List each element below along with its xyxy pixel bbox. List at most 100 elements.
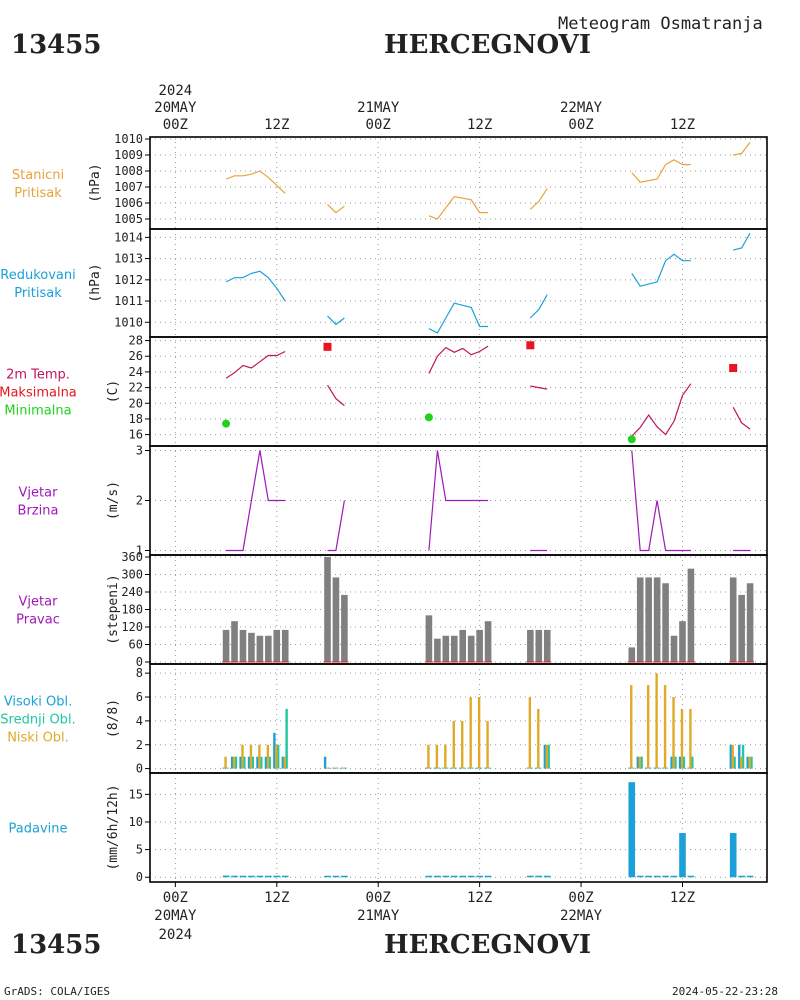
station-name-bottom: HERCEGNOVI (384, 930, 591, 960)
direction-bar (459, 629, 467, 662)
y-tick-label: 1 (136, 544, 143, 558)
cloud-bar (452, 720, 455, 769)
y-tick-label: 6 (136, 690, 143, 704)
direction-bar (341, 594, 348, 662)
y-tick-label: 10 (129, 815, 143, 829)
direction-bar (535, 629, 543, 662)
y-tick-label: 8 (136, 666, 143, 680)
series-line (326, 384, 345, 407)
y-axis-label: (hPa) (88, 163, 103, 202)
cloud-bar (674, 756, 677, 769)
station-id-bottom: 13455 (11, 930, 102, 960)
cloud-bar (741, 744, 745, 769)
cloud-bar (530, 767, 533, 769)
cloud-bar (543, 744, 547, 769)
series-line (631, 159, 691, 183)
cloud-bar (739, 756, 743, 769)
time-tick-label: 12Z (670, 117, 695, 133)
cloud-bar (640, 756, 643, 769)
max-temp-marker (526, 341, 535, 350)
cloud-bar (344, 767, 347, 769)
y-tick-label: 1005 (114, 212, 143, 226)
cloud-bar (636, 756, 640, 769)
precip-bar (248, 875, 255, 878)
precip-bar (662, 875, 669, 878)
series-line (327, 204, 345, 214)
cloud-bar (488, 767, 491, 769)
cloud-bar (526, 767, 530, 769)
time-year-label: 2024 (158, 83, 192, 99)
precip-bar (273, 875, 281, 878)
series-line (225, 170, 286, 194)
cloud-bar (239, 756, 242, 769)
direction-bar (484, 621, 492, 662)
series-line (631, 383, 692, 437)
y-tick-label: 20 (129, 396, 143, 410)
cloud-bar (433, 767, 437, 769)
cloud-bar (232, 756, 236, 769)
y-tick-label: 1008 (114, 164, 143, 178)
direction-bar (450, 635, 458, 662)
cloud-bar (663, 685, 667, 769)
direction-bar (476, 629, 483, 662)
precip-bar (653, 875, 661, 878)
time-date-label: 21MAY (357, 100, 400, 116)
precip-bar (670, 875, 678, 878)
min-temp-marker (424, 413, 433, 422)
precip-bar (434, 875, 441, 878)
cloud-bar (281, 756, 285, 769)
panel-label: Niski Obl. (7, 731, 69, 746)
direction-bar (662, 583, 669, 662)
cloud-bar (454, 767, 457, 769)
precip-bar (332, 875, 340, 878)
cloud-bar (655, 673, 658, 769)
cloud-bar (535, 767, 538, 769)
panel-label: Padavine (9, 822, 68, 837)
y-axis-label: (mm/6h/12h) (106, 784, 121, 870)
time-tick-label: 00Z (163, 117, 188, 133)
cloud-bar (459, 767, 462, 769)
series-line (225, 270, 286, 302)
time-tick-label: 00Z (163, 890, 188, 906)
cloud-bar (243, 756, 246, 769)
cloud-bar (435, 744, 439, 769)
min-temp-marker (222, 419, 231, 428)
cloud-bar (323, 756, 327, 769)
time-date-label: 20MAY (154, 100, 197, 116)
cloud-bar (484, 767, 487, 769)
cloud-bar (467, 767, 470, 769)
panel-label: 2m Temp. (6, 368, 70, 383)
cloud-bar (442, 767, 445, 769)
cloud-bar (276, 744, 280, 769)
station-name-top: HERCEGNOVI (384, 30, 591, 60)
cloud-bar (646, 685, 650, 769)
cloud-bar (672, 697, 675, 769)
precip-bar (231, 875, 238, 878)
time-tick-label: 00Z (568, 890, 593, 906)
precip-bar (459, 875, 467, 878)
precip-bar (425, 875, 433, 878)
cloud-bar (249, 744, 253, 769)
y-tick-label: 1011 (114, 294, 143, 308)
direction-bar (425, 615, 433, 662)
y-tick-label: 1013 (114, 252, 143, 266)
cloud-bar (631, 767, 635, 769)
panel-label: Vjetar (19, 595, 59, 610)
y-tick-label: 180 (121, 603, 143, 617)
series-line (226, 450, 286, 552)
cloud-bar (336, 767, 339, 769)
cloud-bar (222, 767, 225, 769)
direction-bar (670, 635, 678, 662)
cloud-bar (748, 756, 751, 769)
precip-bar (729, 833, 737, 878)
panel-label: Maksimalna (0, 386, 77, 401)
precip-bar (442, 875, 450, 878)
meteogram-subtitle: Meteogram Osmatranja (558, 14, 763, 34)
cloud-bar (340, 767, 344, 769)
render-timestamp: 2024-05-22-23:28 (672, 985, 778, 998)
cloud-bar (461, 720, 464, 769)
series-line (428, 195, 489, 220)
cloud-bar (471, 767, 474, 769)
cloud-bar (427, 744, 430, 769)
series-line (530, 385, 548, 390)
